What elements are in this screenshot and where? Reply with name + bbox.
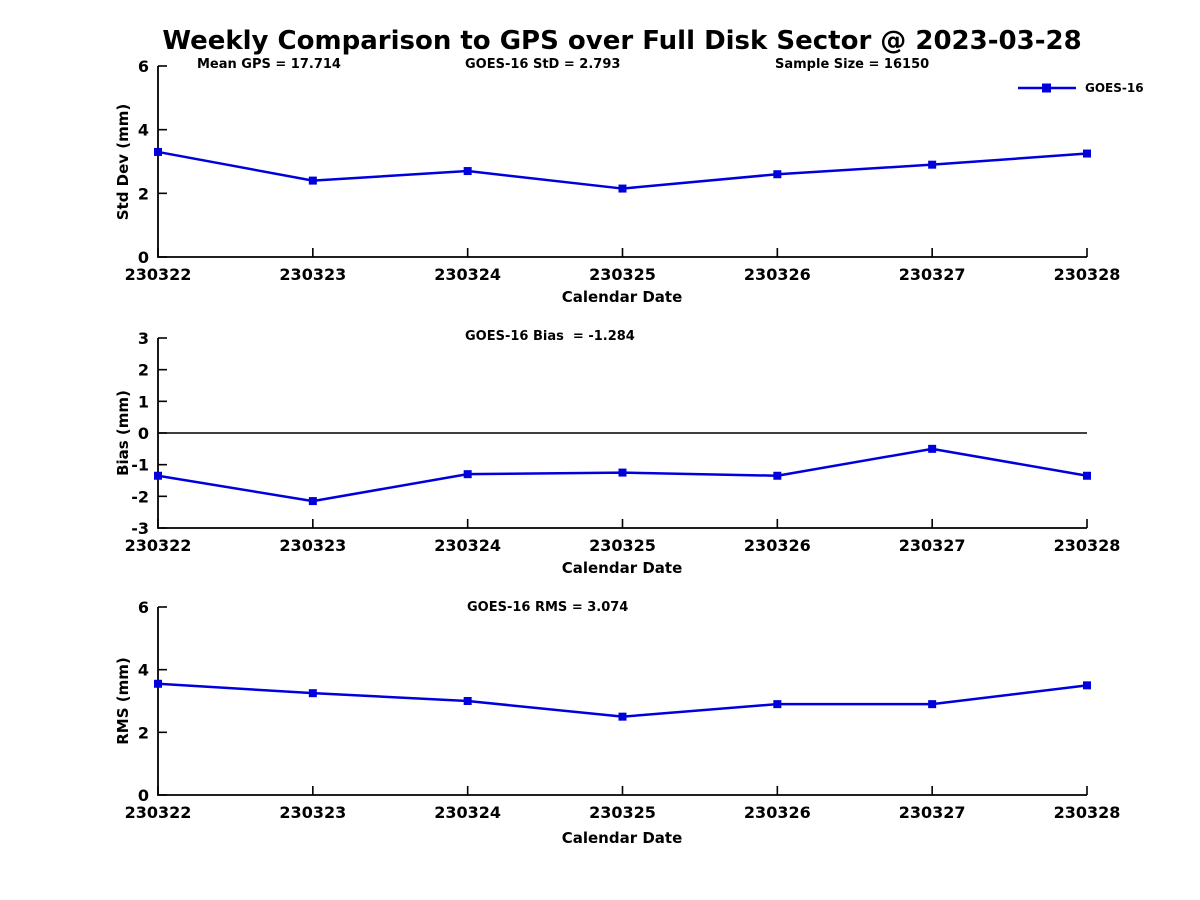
data-point-marker [463,167,472,176]
plot-std-dev: 0 2 4 6 230322 230323 230324 230325 230326 230327… [125,57,1121,284]
data-point-marker [928,444,937,453]
series-line-GOES-16 [157,682,1088,718]
x-tick-label: 230325 [589,536,656,555]
x-tick-label: 230322 [125,536,192,555]
data-point-marker [154,679,162,688]
x-tick-label: 230326 [744,536,811,555]
y-tick-label: 0 [138,786,149,805]
data-point-marker [308,497,317,506]
x-axis-label-bottom: Calendar Date [561,829,683,847]
y-tick-label: 2 [138,361,149,380]
y-tick-label: 4 [138,121,149,140]
y-tick-label: 0 [138,248,149,267]
y-tick-label: 4 [138,661,149,680]
data-point-marker [618,468,627,477]
legend-swatch [1018,83,1076,93]
x-tick-label: 230325 [589,265,656,284]
data-point-marker [1083,149,1091,158]
y-tick-label: 2 [138,184,149,203]
y-tick-label: 0 [138,424,149,443]
data-point-marker [928,160,937,169]
data-point-marker [773,471,782,480]
data-point-marker [308,176,317,185]
data-point-marker [1083,471,1091,480]
x-tick-label: 230327 [899,536,966,555]
data-point-marker [1083,681,1091,690]
annotation-sample-size: Sample Size = 16150 [775,57,930,72]
x-tick-label: 230324 [434,265,501,284]
y-tick-label: 2 [138,723,149,742]
y-tick-label: 6 [138,57,149,76]
x-tick-label: 230323 [279,265,346,284]
x-tick-label: 230326 [744,265,811,284]
x-tick-label: 230324 [434,803,501,822]
x-tick-label: 230327 [899,803,966,822]
x-tick-label: 230326 [744,803,811,822]
x-tick-label: 230328 [1054,536,1121,555]
plot-rms: 0 2 4 6 230322 230323 230324 230325 230326 230327… [125,598,1121,822]
data-point-marker [773,700,782,709]
data-point-marker [154,471,162,480]
series-line-GOES-16 [157,150,1088,190]
x-tick-label: 230322 [125,803,192,822]
data-point-marker [308,689,317,698]
y-tick-label: 3 [138,329,149,348]
data-point-marker [618,712,627,721]
x-tick-label: 230328 [1054,265,1121,284]
x-tick-label: 230327 [899,265,966,284]
y-tick-label: -2 [131,487,149,506]
annotation-goes16-bias: GOES-16 Bias = -1.284 [465,329,635,344]
x-axis-label-top: Calendar Date [561,288,683,306]
legend-marker-icon [1042,83,1051,93]
annotation-goes16-rms: GOES-16 RMS = 3.074 [467,600,629,615]
x-tick-label: 230323 [279,536,346,555]
data-point-marker [928,700,937,709]
x-tick-label: 230322 [125,265,192,284]
y-tick-label: 6 [138,598,149,617]
x-tick-label: 230323 [279,803,346,822]
x-tick-label: 230325 [589,803,656,822]
data-point-marker [618,184,627,193]
y-tick-label: -1 [131,456,149,475]
x-tick-label: 230328 [1054,803,1121,822]
data-point-marker [463,470,472,479]
y-tick-label: 1 [138,392,149,411]
data-point-marker [154,147,162,156]
x-tick-label: 230324 [434,536,501,555]
figure-title: Weekly Comparison to GPS over Full Disk … [162,26,1082,56]
data-point-marker [463,697,472,705]
annotation-mean-gps: Mean GPS = 17.714 [197,57,341,72]
data-point-marker [773,170,782,179]
x-axis-label-middle: Calendar Date [561,559,683,577]
legend-label: GOES-16 [1085,81,1144,95]
annotation-goes16-std: GOES-16 StD = 2.793 [465,57,621,72]
y-tick-label: -3 [131,519,149,538]
